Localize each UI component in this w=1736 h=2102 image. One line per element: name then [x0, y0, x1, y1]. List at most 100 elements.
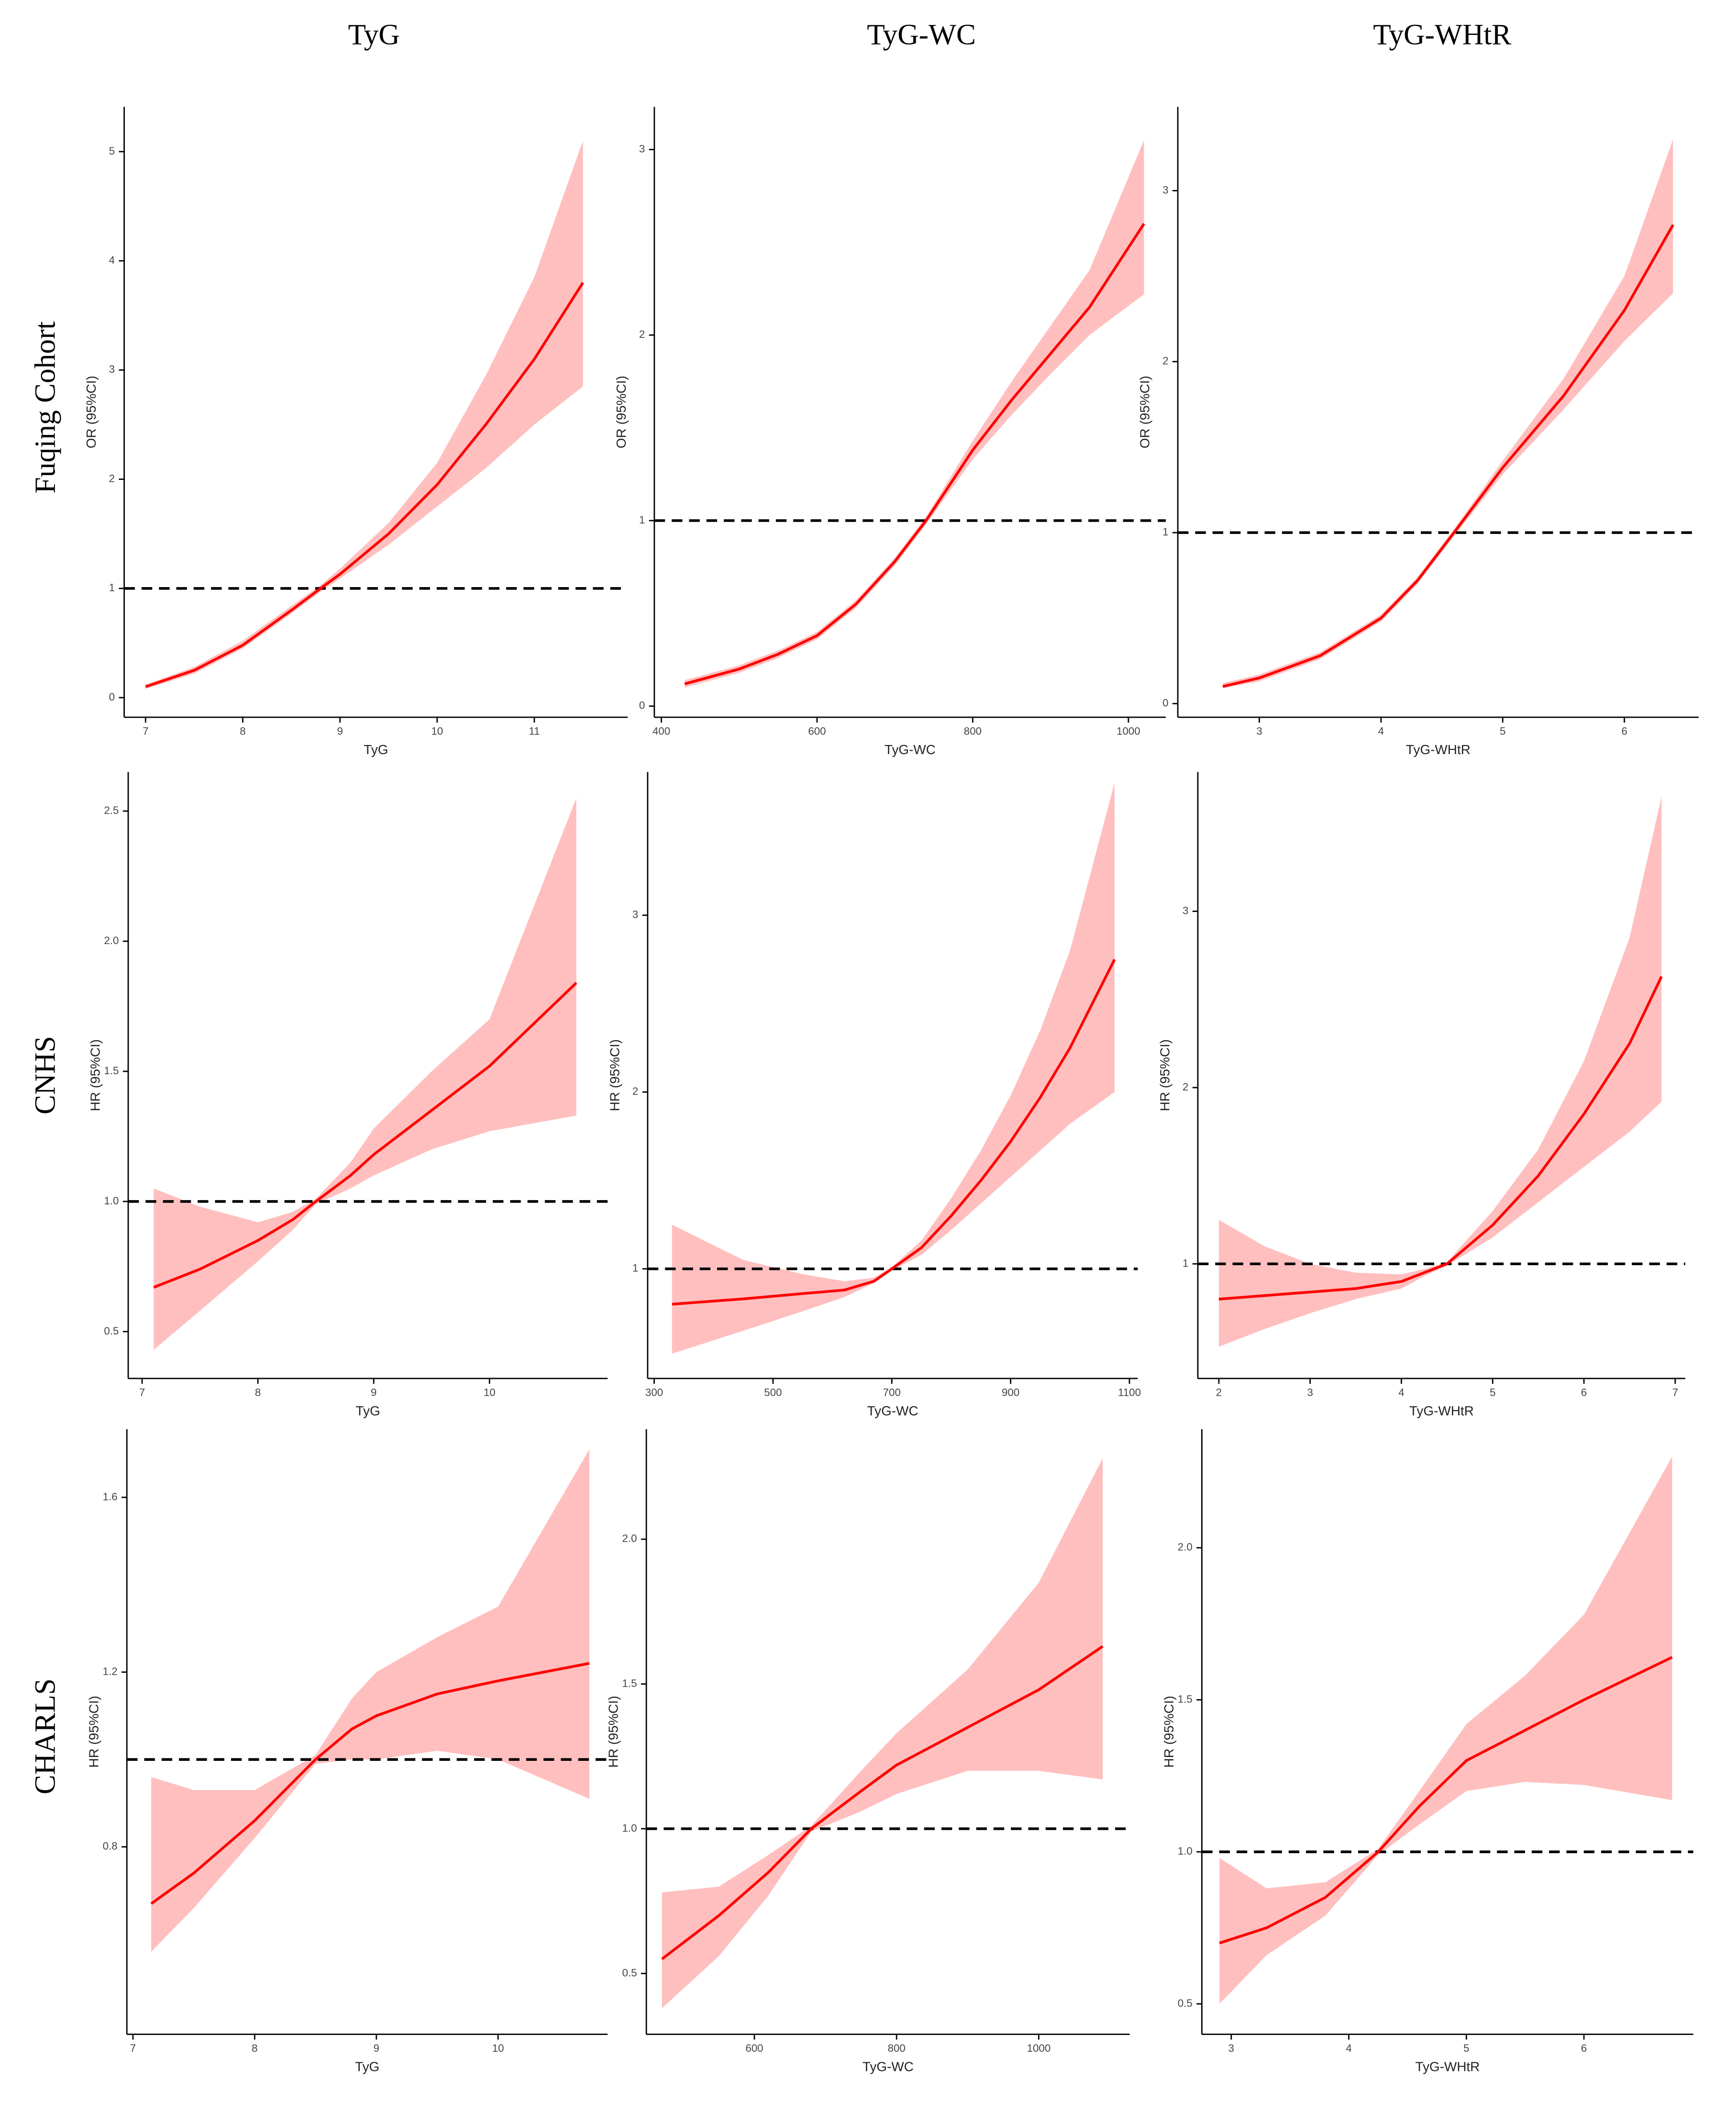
estimate-line	[1218, 976, 1663, 1301]
y-axis-label: HR (95%CI)	[606, 1696, 620, 1768]
y-tick-label: 3	[632, 909, 638, 921]
y-tick-label: 1	[1183, 1257, 1188, 1269]
x-tick-label: 500	[764, 1386, 782, 1398]
y-axis-label: OR (95%CI)	[1138, 376, 1152, 448]
x-axis-label: TyG	[364, 742, 388, 757]
estimate-line	[1219, 1656, 1673, 1945]
x-axis-label: TyG-WC	[885, 742, 936, 757]
y-tick-label: 0.8	[103, 1840, 118, 1852]
x-tick-label: 900	[1002, 1386, 1019, 1398]
x-tick-label: 7	[139, 1386, 145, 1398]
y-tick-label: 0	[109, 691, 115, 703]
y-axis-label: HR (95%CI)	[607, 1039, 622, 1111]
y-tick-label: 1.5	[104, 1065, 119, 1077]
ci-band	[145, 141, 583, 689]
y-tick-label: 1.2	[103, 1665, 118, 1677]
y-tick-label: 1	[1162, 526, 1168, 538]
y-tick-label: 2	[109, 472, 115, 484]
x-tick-label: 10	[492, 2042, 504, 2054]
x-tick-label: 8	[255, 1386, 261, 1398]
x-tick-label: 8	[252, 2042, 257, 2054]
x-axis-label: TyG-WHtR	[1415, 2059, 1480, 2074]
x-tick-label: 9	[374, 2042, 379, 2054]
x-tick-label: 600	[808, 725, 826, 737]
y-axis-label: OR (95%CI)	[84, 376, 99, 448]
estimate-line	[145, 282, 584, 688]
y-axis-label: HR (95%CI)	[1161, 1696, 1176, 1768]
x-tick-label: 800	[888, 2042, 906, 2054]
x-axis-label: TyG	[355, 1403, 380, 1418]
y-axis-label: HR (95%CI)	[88, 1039, 102, 1111]
x-tick-label: 6	[1581, 1386, 1587, 1398]
x-tick-label: 300	[645, 1386, 663, 1398]
x-axis-label: TyG-WC	[867, 1403, 918, 1418]
estimate-line	[1222, 224, 1674, 688]
x-tick-label: 9	[337, 725, 343, 737]
x-tick-label: 6	[1621, 725, 1627, 737]
x-tick-label: 4	[1378, 725, 1384, 737]
x-tick-label: 5	[1490, 1386, 1495, 1398]
estimate-line	[153, 982, 577, 1289]
x-tick-label: 800	[964, 725, 982, 737]
ci-band	[151, 1449, 589, 1952]
x-tick-label: 3	[1307, 1386, 1313, 1398]
x-axis-label: TyG-WC	[862, 2059, 914, 2074]
estimate-line	[684, 223, 1145, 685]
y-tick-label: 1	[109, 582, 115, 594]
x-axis-label: TyG-WHtR	[1409, 1403, 1474, 1418]
y-tick-label: 0.5	[1178, 1997, 1193, 2009]
x-tick-label: 5	[1463, 2042, 1469, 2054]
column-title: TyG-WC	[867, 18, 976, 51]
estimate-line	[150, 1662, 590, 1905]
row-label: Fuqing Cohort	[29, 321, 62, 493]
ci-band	[1219, 1457, 1672, 2004]
column-title: TyG	[348, 18, 400, 51]
y-axis-label: HR (95%CI)	[1157, 1039, 1172, 1111]
y-tick-label: 2	[632, 1085, 638, 1097]
ci-band	[154, 798, 576, 1350]
x-tick-label: 6	[1581, 2042, 1587, 2054]
y-tick-label: 1	[639, 514, 645, 526]
x-tick-label: 5	[1500, 725, 1505, 737]
x-tick-label: 10	[431, 725, 443, 737]
x-tick-label: 1000	[1117, 725, 1140, 737]
ci-band	[1218, 797, 1662, 1347]
ci-band	[672, 782, 1115, 1354]
y-tick-label: 1.5	[1178, 1693, 1193, 1705]
y-tick-label: 1.5	[622, 1677, 637, 1689]
y-tick-label: 5	[109, 145, 115, 157]
x-tick-label: 3	[1256, 725, 1262, 737]
ci-band	[662, 1458, 1103, 2009]
y-axis-label: HR (95%CI)	[87, 1696, 101, 1768]
y-tick-label: 2.0	[1178, 1541, 1193, 1553]
x-tick-label: 7	[143, 725, 148, 737]
y-tick-label: 4	[109, 254, 115, 266]
y-tick-label: 0.5	[104, 1325, 119, 1337]
y-tick-label: 2.0	[622, 1533, 637, 1545]
x-tick-label: 11	[529, 725, 540, 737]
y-tick-label: 3	[1162, 184, 1168, 196]
estimate-line	[661, 1645, 1104, 1960]
x-tick-label: 1100	[1118, 1386, 1141, 1398]
x-tick-label: 600	[745, 2042, 763, 2054]
x-tick-label: 4	[1346, 2042, 1351, 2054]
y-tick-label: 1.6	[103, 1490, 118, 1502]
x-tick-label: 9	[371, 1386, 376, 1398]
x-tick-label: 10	[484, 1386, 496, 1398]
y-tick-label: 2.0	[104, 934, 119, 946]
x-tick-label: 4	[1398, 1386, 1404, 1398]
x-tick-label: 1000	[1027, 2042, 1051, 2054]
y-tick-label: 3	[639, 143, 645, 155]
y-tick-label: 3	[1183, 904, 1188, 916]
y-tick-label: 2	[1162, 355, 1168, 367]
y-tick-label: 3	[109, 363, 115, 375]
y-tick-label: 2	[1183, 1081, 1188, 1093]
x-tick-label: 8	[240, 725, 245, 737]
x-tick-label: 400	[652, 725, 670, 737]
y-axis-label: OR (95%CI)	[614, 376, 629, 448]
y-tick-label: 1.0	[104, 1195, 119, 1207]
x-tick-label: 7	[1672, 1386, 1678, 1398]
column-title: TyG-WHtR	[1373, 18, 1511, 51]
